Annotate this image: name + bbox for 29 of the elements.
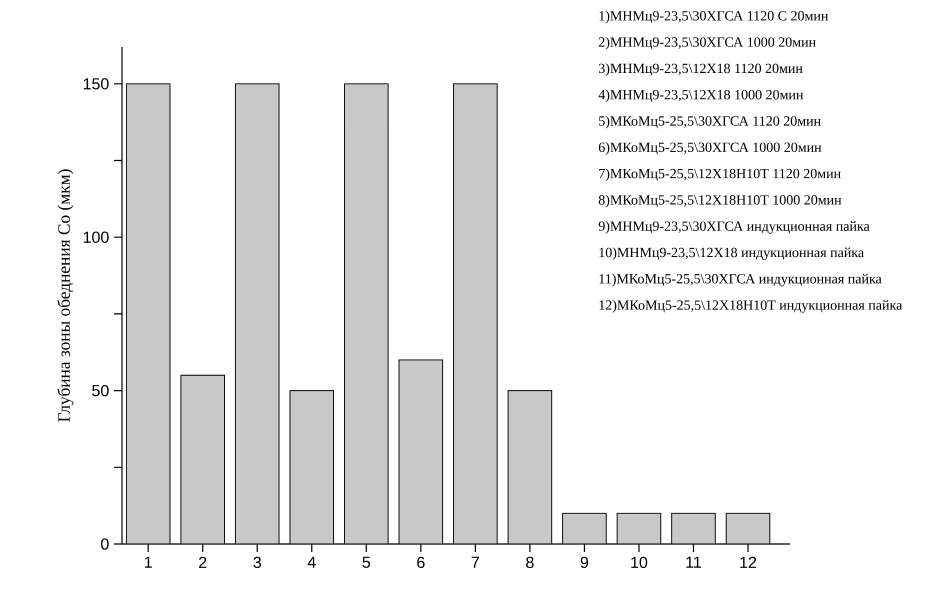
x-tick-label: 5	[362, 556, 370, 568]
x-tick-label: 2	[199, 556, 206, 568]
annotation: 7)МКоМц5-25,5\12Х18Н10Т 1120 20мин	[599, 168, 841, 182]
annotation: 2)МНМц9-23,5\30ХГСА 1000 20мин	[598, 36, 816, 50]
x-tick-label: 6	[417, 556, 425, 568]
x-tick-label: 9	[580, 556, 588, 568]
x-tick-label: 12	[740, 556, 756, 568]
x-tick-label: 7	[472, 556, 480, 568]
annotation: 12)МКоМц5-25,5\12Х18Н10Т индукционная пайка	[600, 300, 902, 313]
x-tick-label: 8	[526, 556, 534, 568]
x-tick-label: 1	[144, 556, 152, 568]
text: 1)МНМц9-23,5\30ХГСА 1120 С 20мин	[600, 10, 828, 24]
annotation: 4)МНМц9-23,5\12Х18 1000 20мин	[598, 90, 804, 102]
x-tick-label: 4	[308, 556, 316, 568]
y-tick-label: 100	[84, 232, 109, 243]
annotation: 11)МКоМц5-25,5\30ХГСА индукционная пайка	[600, 274, 882, 286]
y-axis-title: Глубина зоны обеднения Co (мкм)	[57, 169, 74, 422]
annotation: 5)МКоМц5-25,5\30ХГСА 1120 20мин	[599, 116, 821, 129]
x-tick-label: 11	[686, 556, 702, 568]
annotation: 3)МНМц9-23,5\12Х18 1120 20мин	[598, 63, 803, 76]
y-tick-label: 0	[101, 538, 109, 550]
annotation: 6)МКоМц5-25,5\30ХГСА 1000 20мин	[598, 142, 822, 155]
x-tick-label: 3	[253, 556, 261, 568]
annotation: 10)МНМц9-23,5\12Х18 индукционная пайка	[600, 247, 864, 260]
annotation: 8)МКоМц5-25,5\12Х18Н10Т 1000 20мин	[598, 194, 842, 208]
annotation: 9)МНМц9-23,5\30ХГСА индукционная пайка	[598, 221, 870, 234]
y-tick-label: 50	[92, 384, 109, 396]
x-tick-label: 10	[631, 556, 648, 568]
y-tick-label: 150	[84, 78, 109, 90]
